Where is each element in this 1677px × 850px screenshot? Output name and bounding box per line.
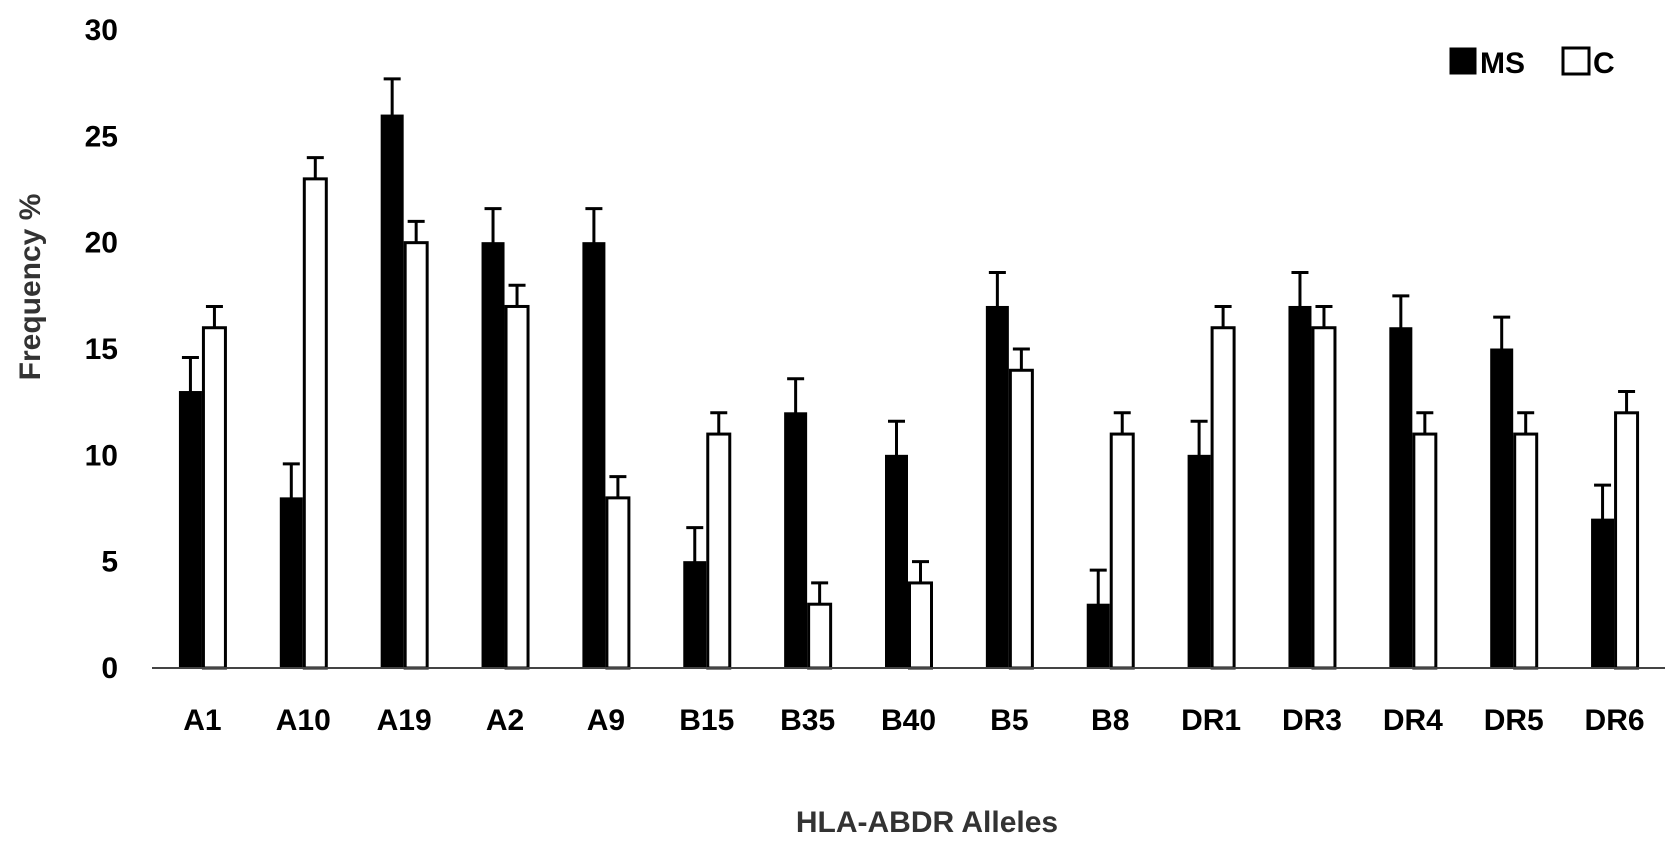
bar-ms-a9	[582, 242, 606, 669]
legend-swatch-c	[1561, 46, 1591, 76]
bar-ms-a19	[380, 114, 404, 669]
bar-ms-b35	[784, 412, 808, 669]
y-tick-label: 20	[85, 227, 118, 260]
bar-ms-dr1	[1187, 454, 1211, 669]
y-tick-label: 5	[101, 546, 118, 579]
bar-ms-dr5	[1490, 348, 1514, 669]
bar-ms-dr6	[1591, 518, 1615, 669]
bar-c-dr1	[1210, 326, 1236, 670]
legend-label-ms: MS	[1480, 47, 1525, 80]
bar-c-b15	[706, 432, 732, 670]
bar-ms-dr4	[1389, 327, 1413, 669]
bar-c-dr5	[1513, 432, 1539, 670]
x-tick-label: B40	[881, 704, 936, 737]
y-tick-label: 0	[101, 652, 118, 685]
x-tick-label: A9	[587, 704, 625, 737]
x-tick-label: DR3	[1282, 704, 1342, 737]
x-tick-label: DR4	[1383, 704, 1443, 737]
bar-c-b35	[807, 602, 833, 670]
y-tick-label: 25	[85, 120, 118, 153]
bar-c-a19	[403, 241, 429, 670]
bar-c-dr6	[1614, 411, 1640, 670]
x-tick-label: B15	[679, 704, 734, 737]
bar-ms-b40	[885, 454, 908, 669]
bar-ms-dr3	[1288, 305, 1312, 669]
bar-c-a10	[302, 177, 328, 670]
bar-c-dr4	[1412, 432, 1438, 670]
x-tick-label: A19	[377, 704, 432, 737]
x-tick-label: B8	[1091, 704, 1129, 737]
bar-ms-a2	[481, 242, 505, 669]
bar-c-a2	[504, 304, 530, 670]
bar-ms-a1	[178, 391, 202, 669]
bar-c-dr3	[1311, 326, 1337, 670]
x-tick-label: B5	[990, 704, 1028, 737]
y-tick-label: 15	[85, 333, 118, 366]
x-tick-label: A2	[486, 704, 524, 737]
bar-ms-b15	[683, 561, 707, 669]
bar-ms-a10	[279, 497, 303, 669]
x-tick-label: A10	[276, 704, 331, 737]
bar-ms-b8	[1086, 603, 1110, 669]
bar-ms-b5	[985, 305, 1009, 669]
x-tick-label: DR6	[1585, 704, 1645, 737]
bar-c-b5	[1008, 368, 1034, 670]
bar-c-a9	[605, 496, 631, 670]
y-tick-label: 10	[85, 439, 118, 472]
y-tick-label: 30	[85, 14, 118, 47]
legend-swatch-ms	[1449, 47, 1477, 75]
bar-c-b40	[908, 581, 933, 670]
x-tick-label: A1	[183, 704, 221, 737]
x-tick-label: DR1	[1181, 704, 1241, 737]
bar-c-a1	[201, 326, 227, 670]
x-tick-label: DR5	[1484, 704, 1544, 737]
y-axis-title: Frequency %	[14, 194, 47, 381]
legend-label-c: C	[1593, 47, 1615, 80]
bar-c-b8	[1109, 432, 1135, 670]
x-axis-title: HLA-ABDR Alleles	[796, 806, 1058, 839]
x-tick-label: B35	[780, 704, 835, 737]
